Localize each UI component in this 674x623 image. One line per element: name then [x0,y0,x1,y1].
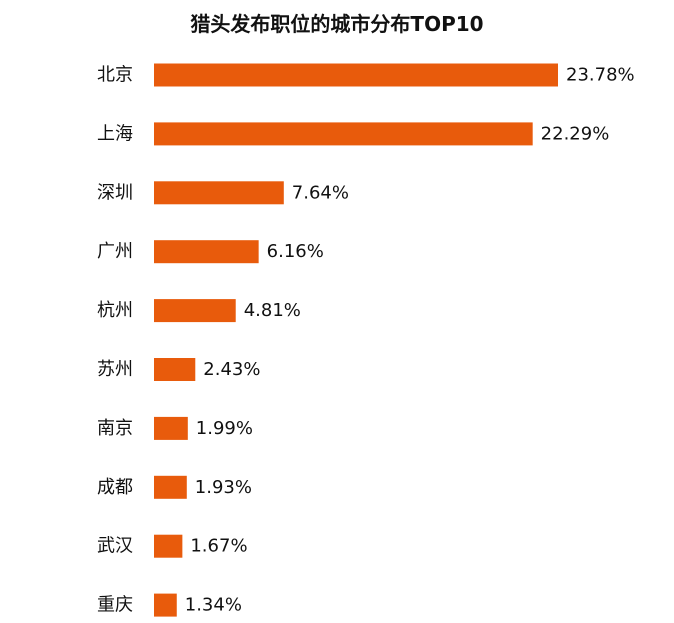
bar [154,534,183,558]
category-label: 武汉 [97,536,133,557]
category-label: 广州 [97,241,133,262]
category-label: 成都 [97,477,133,498]
value-label: 23.78% [566,65,635,86]
category-label: 南京 [97,418,133,439]
value-label: 6.16% [267,241,324,262]
bar [154,63,558,87]
category-label: 苏州 [97,359,133,380]
value-label: 2.43% [203,359,260,380]
category-label: 深圳 [97,182,133,203]
category-label: 重庆 [97,595,133,616]
value-label: 1.67% [190,536,247,557]
value-label: 4.81% [244,300,301,321]
value-label: 1.99% [196,418,253,439]
bar [154,593,177,617]
bar [154,299,236,323]
value-label: 7.64% [292,182,349,203]
category-label: 北京 [97,65,133,86]
chart-title: 猎头发布职位的城市分布TOP10 [190,12,484,36]
bar [154,358,196,381]
value-label: 1.93% [195,477,252,498]
value-label: 22.29% [541,123,610,144]
bar [154,416,188,440]
category-label: 上海 [97,123,133,144]
bar [154,240,259,264]
category-label: 杭州 [97,300,133,321]
bar [154,122,533,146]
bar [154,475,187,499]
value-label: 1.34% [185,595,242,616]
bar [154,181,284,205]
